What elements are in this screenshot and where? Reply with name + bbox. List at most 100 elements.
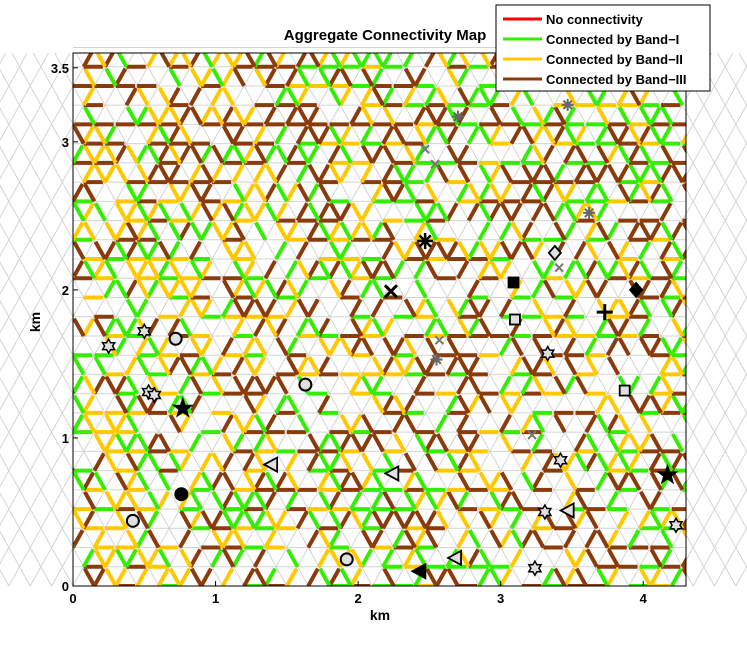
- band-link: [135, 452, 149, 472]
- grid-line: [0, 453, 74, 587]
- band-link: [381, 125, 395, 145]
- band-link: [328, 433, 343, 453]
- band-link: [199, 183, 213, 203]
- band-link: [157, 471, 171, 491]
- band-link: [573, 510, 587, 530]
- band-link: [457, 356, 471, 376]
- band-link: [509, 240, 523, 261]
- band-link: [157, 433, 171, 453]
- band-link: [285, 67, 299, 87]
- band-link: [680, 479, 686, 491]
- band-link: [457, 394, 471, 414]
- band-link: [339, 67, 353, 87]
- band-link: [649, 510, 663, 530]
- band-link: [456, 259, 470, 280]
- band-link: [93, 471, 107, 491]
- band-link: [124, 394, 138, 414]
- node-marker-hexagram: [537, 503, 553, 521]
- band-link: [254, 567, 268, 586]
- band-link: [563, 452, 577, 472]
- band-link: [628, 394, 642, 414]
- band-link: [489, 529, 503, 549]
- band-link: [318, 567, 332, 586]
- band-link: [156, 106, 170, 126]
- band-link: [628, 471, 642, 491]
- band-link: [220, 144, 235, 164]
- band-link: [637, 125, 652, 145]
- band-link: [199, 336, 213, 357]
- band-link: [596, 259, 610, 280]
- band-link: [103, 317, 117, 337]
- band-link: [564, 279, 578, 299]
- band-link: [125, 221, 139, 241]
- band-link: [542, 279, 556, 299]
- band-link: [178, 183, 192, 203]
- band-link: [585, 433, 599, 453]
- band-link: [424, 240, 438, 261]
- band-link: [350, 510, 364, 530]
- band-link: [146, 510, 160, 530]
- node-marker-hexagram: [540, 345, 556, 363]
- band-link: [124, 279, 138, 299]
- band-link: [275, 183, 289, 203]
- band-link: [392, 183, 406, 203]
- band-link: [179, 279, 193, 299]
- band-link: [328, 86, 343, 107]
- band-link: [103, 125, 117, 145]
- band-link: [167, 317, 181, 337]
- band-link: [156, 336, 170, 357]
- band-link: [393, 510, 407, 530]
- band-link: [338, 86, 352, 107]
- band-link: [402, 240, 416, 261]
- band-link: [242, 183, 256, 203]
- node-marker-hexagram: [136, 322, 152, 340]
- band-link: [359, 125, 374, 145]
- grid-line: [692, 488, 747, 587]
- y-tick-label: 1: [62, 431, 69, 446]
- band-link: [317, 53, 329, 68]
- band-link: [157, 86, 171, 107]
- band-link: [254, 336, 268, 357]
- band-link: [498, 490, 513, 511]
- band-link: [488, 510, 502, 530]
- band-link: [274, 53, 287, 68]
- band-link: [114, 375, 128, 395]
- band-link: [338, 510, 352, 530]
- band-link: [264, 163, 278, 184]
- band-link: [680, 402, 686, 414]
- band-link: [338, 202, 352, 222]
- band-link: [243, 394, 257, 414]
- band-link: [222, 510, 236, 530]
- band-link: [510, 490, 524, 511]
- band-link: [73, 202, 86, 222]
- band-link: [156, 144, 170, 164]
- band-link: [285, 106, 299, 126]
- band-link: [671, 433, 685, 453]
- band-link: [434, 413, 448, 434]
- band-link: [521, 240, 535, 261]
- band-link: [274, 125, 288, 145]
- band-link: [382, 144, 396, 164]
- band-link: [584, 413, 598, 434]
- band-link: [467, 375, 482, 395]
- band-link: [136, 356, 150, 376]
- band-link: [199, 259, 213, 280]
- band-link: [573, 202, 587, 222]
- band-link: [435, 510, 449, 530]
- band-link: [359, 86, 374, 107]
- band-link: [382, 490, 396, 511]
- band-link: [263, 106, 277, 126]
- band-link: [220, 221, 235, 241]
- band-link: [254, 452, 268, 472]
- band-link: [596, 452, 610, 472]
- band-link: [220, 106, 235, 126]
- band-link: [393, 240, 407, 261]
- band-link: [328, 163, 343, 184]
- band-link: [457, 433, 471, 453]
- band-link: [370, 529, 384, 549]
- band-link: [188, 163, 202, 184]
- band-link: [263, 298, 277, 318]
- band-link: [83, 183, 97, 203]
- band-link: [254, 144, 268, 164]
- node-marker-triangle: [558, 501, 575, 519]
